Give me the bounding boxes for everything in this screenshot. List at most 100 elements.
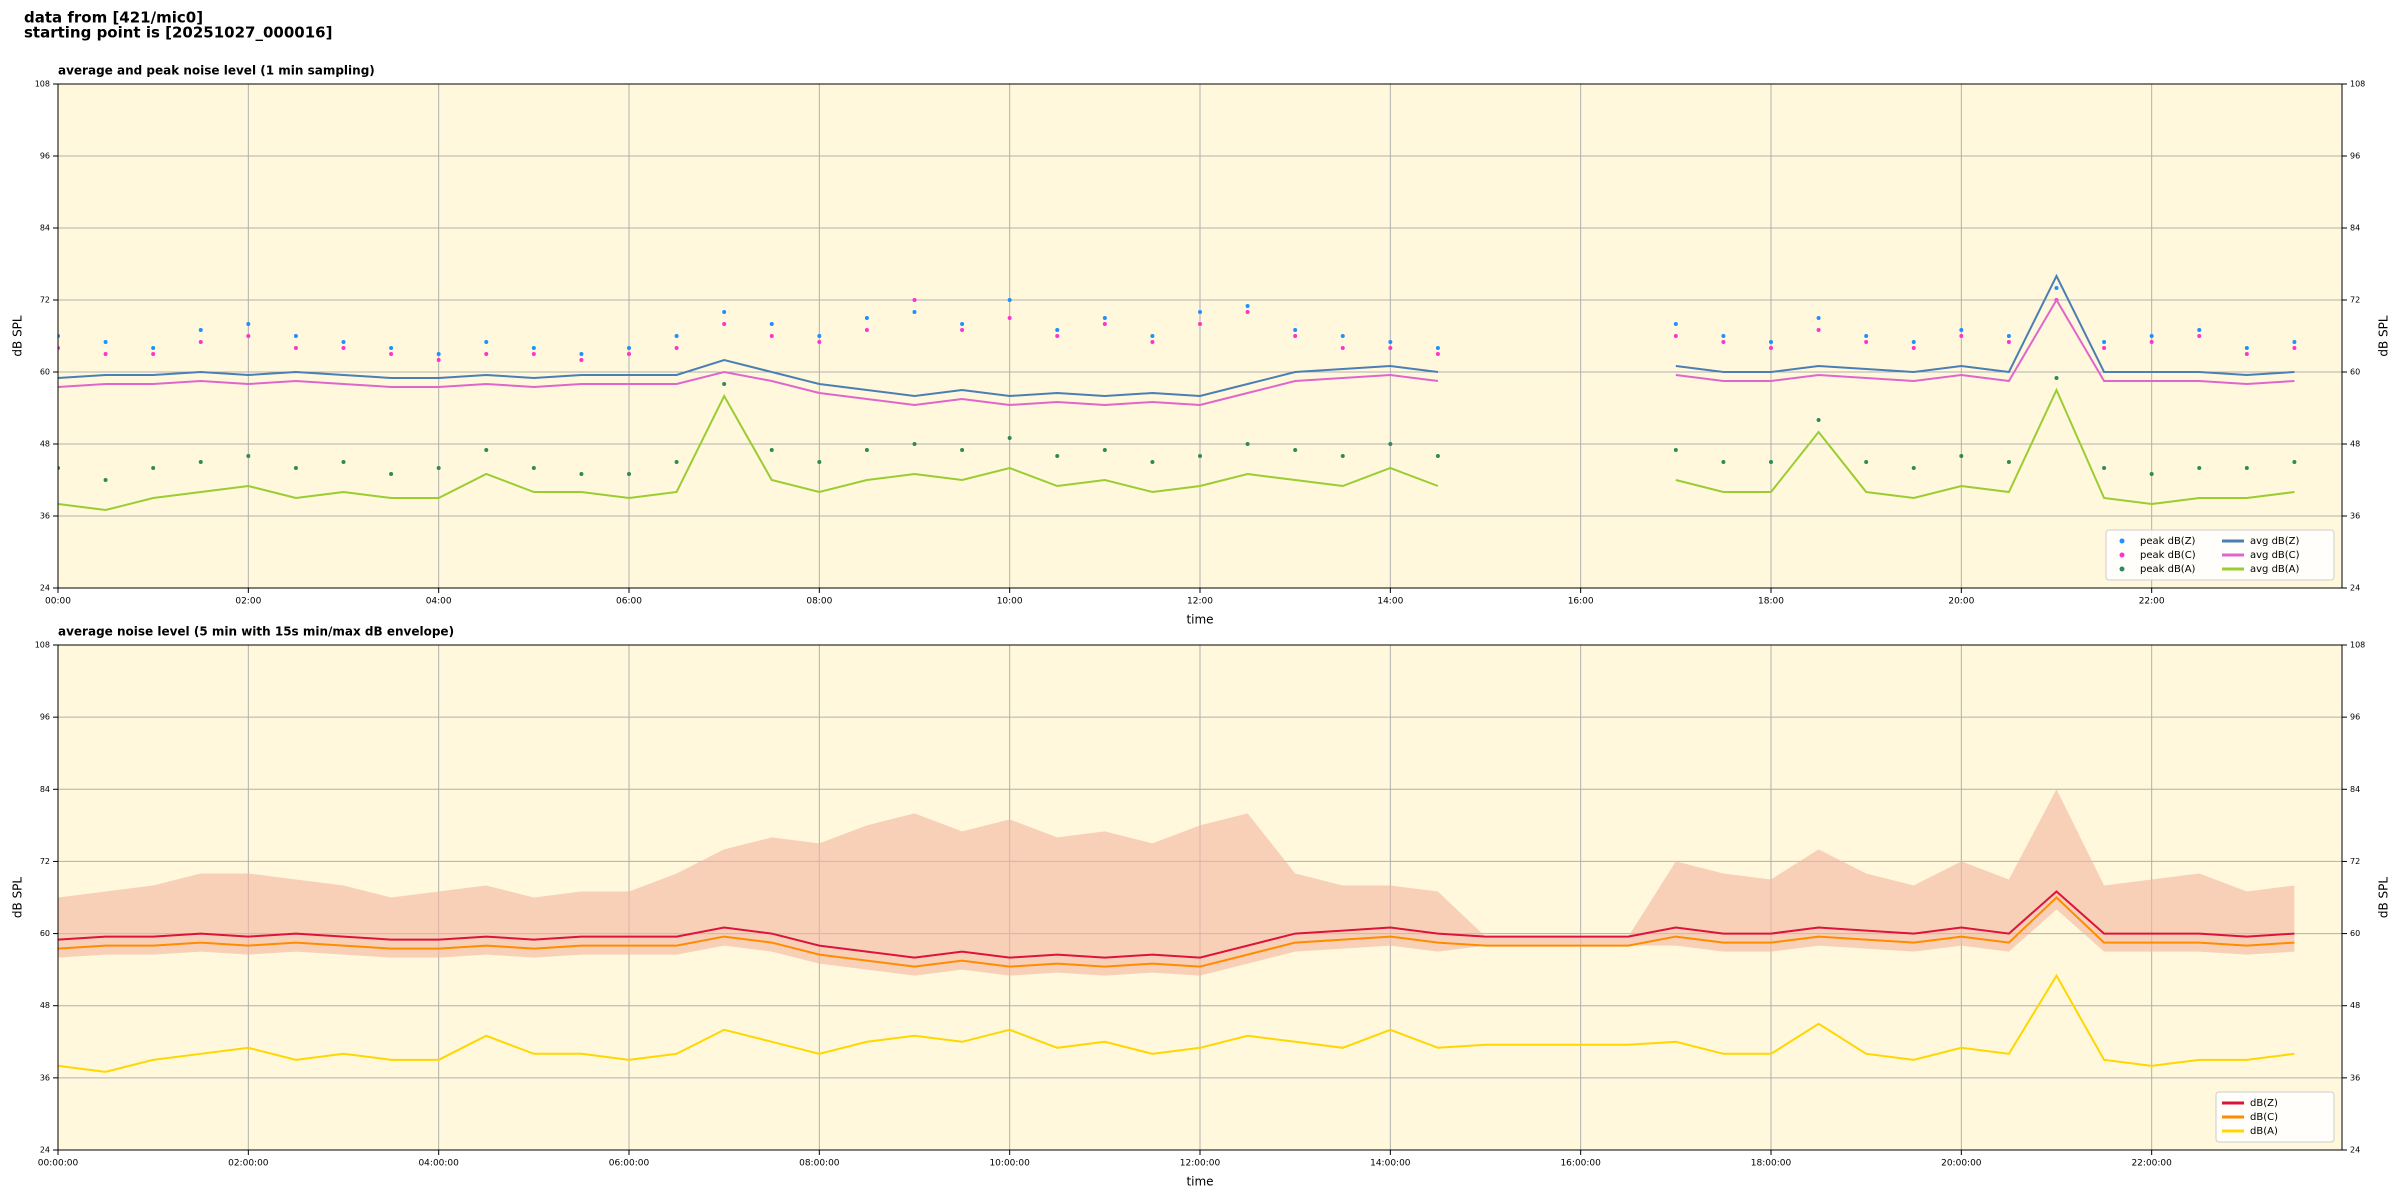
peak-point [960, 448, 965, 452]
legend-box [2215, 1091, 2335, 1143]
legend-label: peak dB(Z) [2140, 536, 2196, 547]
peak-point [912, 298, 917, 302]
legend-label: avg dB(C) [2250, 550, 2300, 561]
peak-point [2054, 286, 2059, 290]
data-layer [58, 273, 2297, 512]
peak-point [198, 328, 203, 332]
header-line: starting point is [20251027_000016] [24, 24, 332, 42]
peak-point [1435, 352, 1440, 356]
peak-point [1007, 298, 1012, 302]
peak-point [1721, 334, 1726, 338]
plot-frame [57, 644, 2343, 1151]
peak-point [293, 334, 298, 338]
y-tick-label: 84 [40, 785, 50, 794]
peak-point [531, 346, 536, 350]
peak-point [2197, 334, 2202, 338]
x-tick-label: 18:00 [1758, 597, 1784, 607]
peak-point [1769, 460, 1773, 464]
peak-point [389, 472, 394, 476]
peak-point [1959, 334, 1964, 338]
y2-tick-label: 108 [2350, 80, 2365, 89]
peak-point [722, 382, 727, 386]
peak-point [151, 466, 156, 470]
peak-point [1340, 334, 1345, 338]
x-tick-label: 20:00 [1948, 597, 1974, 607]
peak-point [1150, 460, 1155, 464]
x-tick-label: 02:00 [235, 597, 261, 607]
peak-point [341, 460, 346, 464]
y-axis-label: dB SPL [11, 315, 25, 357]
peak-point [960, 322, 965, 326]
x-tick-label: 06:00 [616, 597, 642, 607]
peak-point [2244, 346, 2249, 350]
peak-point [341, 346, 346, 350]
peak-point [1435, 454, 1440, 458]
y2-tick-label: 24 [2350, 1146, 2360, 1155]
legend-marker [2119, 552, 2125, 558]
peak-point [151, 352, 156, 356]
peak-point [1198, 322, 1202, 326]
x-tick-label: 14:00:00 [1370, 1159, 1411, 1169]
legend: dB(Z) dB(C) dB(A) [2215, 1091, 2335, 1143]
legend-label: dB(A) [2250, 1126, 2278, 1137]
y-tick-label: 108 [35, 641, 50, 650]
peak-point [769, 448, 774, 452]
peak-point [1102, 448, 1107, 452]
peak-point [2149, 334, 2154, 338]
peak-point [1102, 322, 1107, 326]
series-line [58, 896, 2295, 968]
peak-point [531, 466, 536, 470]
legend-label: peak dB(A) [2140, 564, 2196, 575]
peak-point [817, 340, 822, 344]
peak-point [436, 358, 441, 362]
peak-point [1959, 328, 1964, 332]
peak-point [2244, 466, 2249, 470]
legend-marker [2119, 566, 2125, 572]
legend-marker [2119, 538, 2125, 544]
series-line [58, 890, 2295, 959]
peak-point [484, 352, 489, 356]
y-axis-label: dB SPL [11, 877, 25, 919]
peak-point [769, 334, 774, 338]
peak-point [864, 316, 869, 320]
data-layer [58, 789, 2295, 1073]
peak-point [627, 352, 631, 356]
y-tick-label: 36 [40, 1073, 50, 1082]
peak-point [1388, 442, 1393, 446]
peak-point [627, 472, 631, 476]
y-tick-label: 60 [40, 929, 50, 938]
y-tick-label: 96 [40, 713, 50, 722]
plot-frame [57, 83, 2343, 589]
y2-tick-label: 36 [2350, 1073, 2360, 1082]
x-tick-label: 08:00:00 [799, 1159, 840, 1169]
legend-box [2105, 529, 2335, 581]
y2-axis-label: dB SPL [2377, 315, 2391, 357]
peak-point [2006, 460, 2011, 464]
x-tick-label: 06:00:00 [609, 1159, 650, 1169]
peak-point [389, 346, 394, 350]
peak-point [864, 448, 869, 452]
x-tick-label: 04:00 [426, 597, 452, 607]
envelope-area [58, 789, 2295, 976]
x-tick-label: 04:00:00 [418, 1159, 459, 1169]
x-tick-label: 08:00 [806, 597, 832, 607]
y2-tick-label: 48 [2350, 1001, 2360, 1010]
y2-tick-label: 108 [2350, 641, 2365, 650]
peak-point [2197, 328, 2202, 332]
peak-point [436, 352, 441, 356]
x-tick-label: 10:00 [997, 597, 1023, 607]
peak-point [389, 352, 394, 356]
legend-label: peak dB(C) [2140, 550, 2196, 561]
peak-point [1293, 448, 1298, 452]
peak-point [436, 466, 441, 470]
peak-point [1293, 334, 1298, 338]
peak-point [1007, 436, 1012, 440]
peak-point [579, 358, 584, 362]
peak-point [293, 346, 298, 350]
y2-tick-label: 24 [2350, 584, 2360, 593]
peak-point [2149, 340, 2154, 344]
peak-point [246, 322, 251, 326]
x-tick-label: 02:00:00 [228, 1159, 269, 1169]
y2-tick-label: 84 [2350, 785, 2360, 794]
